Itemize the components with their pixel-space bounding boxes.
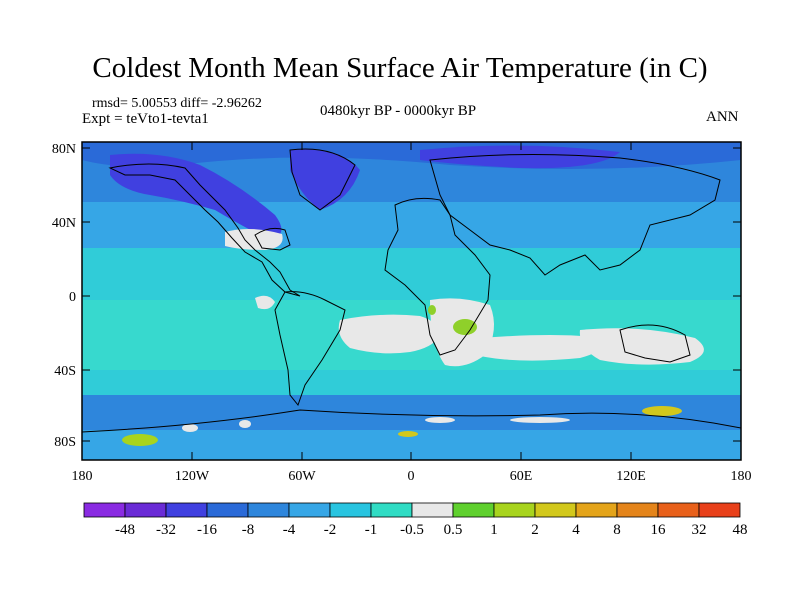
lon-label: 120E — [616, 469, 646, 484]
lat-label: 0 — [69, 290, 76, 305]
experiment-label: Expt = teVto1-tevta1 — [82, 111, 209, 127]
temperature-field — [82, 142, 741, 460]
colorbar-swatch — [616, 502, 659, 518]
colorbar-label: -8 — [242, 522, 255, 538]
stats-label: rmsd= 5.00553 diff= -2.96262 — [92, 96, 262, 111]
colorbar — [83, 502, 741, 518]
colorbar-swatch — [698, 502, 741, 518]
colorbar-swatch — [165, 502, 208, 518]
colorbar-swatch — [411, 502, 454, 518]
lat-label: 80N — [52, 142, 76, 157]
colorbar-swatch — [493, 502, 536, 518]
colorbar-swatch — [370, 502, 413, 518]
colorbar-swatch — [83, 502, 126, 518]
colorbar-swatch — [534, 502, 577, 518]
colorbar-label: -2 — [324, 522, 337, 538]
colorbar-label: -32 — [156, 522, 176, 538]
lon-ticks — [191, 142, 632, 460]
period-label: 0480kyr BP - 0000kyr BP — [320, 103, 477, 119]
colorbar-label: 0.5 — [444, 522, 463, 538]
colorbar-label: -48 — [115, 522, 135, 538]
colorbar-label: 8 — [613, 522, 621, 538]
colorbar-swatch — [329, 502, 372, 518]
lon-label: 120W — [175, 469, 210, 484]
colorbar-labels: -48 -32 -16 -8 -4 -2 -1 -0.5 0.5 1 2 4 8 16 32 48 — [115, 522, 748, 538]
colorbar-swatch — [206, 502, 249, 518]
colorbar-label: 32 — [692, 522, 707, 538]
colorbar-label: 16 — [651, 522, 667, 538]
colorbar-label: -1 — [365, 522, 378, 538]
lat-label: 40S — [54, 364, 76, 379]
colorbar-swatch — [452, 502, 495, 518]
colorbar-label: -16 — [197, 522, 217, 538]
colorbar-swatch — [124, 502, 167, 518]
coastlines — [82, 148, 741, 433]
colorbar-label: -4 — [283, 522, 296, 538]
lon-label: 0 — [408, 469, 415, 484]
colorbar-label: 2 — [531, 522, 539, 538]
lon-label: 180 — [72, 469, 93, 484]
colorbar-label: -0.5 — [400, 522, 424, 538]
colorbar-label: 1 — [490, 522, 498, 538]
lat-ticks — [82, 147, 741, 442]
lat-label: 40N — [52, 216, 76, 231]
plot-title: Coldest Month Mean Surface Air Temperatu… — [92, 52, 708, 84]
lon-label: 180 — [731, 469, 752, 484]
season-label: ANN — [706, 109, 739, 125]
colorbar-label: 48 — [733, 522, 748, 538]
colorbar-swatch — [247, 502, 290, 518]
lon-label: 60W — [288, 469, 316, 484]
colorbar-swatch — [657, 502, 700, 518]
colorbar-label: 4 — [572, 522, 580, 538]
lat-label: 80S — [54, 435, 76, 450]
lon-label: 60E — [510, 469, 533, 484]
colorbar-swatch — [288, 502, 331, 518]
colorbar-swatch — [575, 502, 618, 518]
